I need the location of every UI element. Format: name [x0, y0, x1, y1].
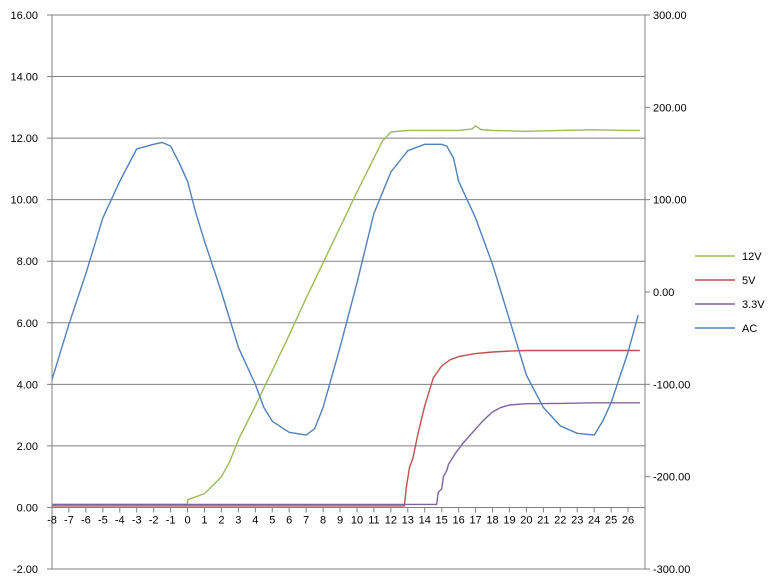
legend: 12V 5V 3.3V AC [695, 251, 765, 335]
y2-tick-label: -200.00 [653, 472, 690, 484]
y-tick-label: 2.00 [17, 441, 38, 453]
x-tick-label: 8 [320, 514, 326, 526]
x-tick-label: -7 [64, 514, 74, 526]
x-tick-label: 4 [252, 514, 258, 526]
y2-tick-label: -300.00 [653, 564, 690, 576]
x-tick-label: 15 [436, 514, 448, 526]
x-tick-label: -3 [132, 514, 142, 526]
x-tick-label: 24 [588, 514, 600, 526]
legend-label: 3.3V [742, 299, 765, 311]
gridlines [52, 14, 645, 508]
x-tick-label: 12 [385, 514, 397, 526]
y-tick-label: 14.00 [10, 72, 38, 84]
axes [47, 14, 650, 570]
x-tick-label: 23 [571, 514, 583, 526]
series-line-5v [52, 349, 640, 507]
y-tick-label: 16.00 [10, 10, 38, 22]
x-tick-label: -4 [115, 514, 125, 526]
x-tick-label: -1 [166, 514, 176, 526]
x-tick-label: 5 [269, 514, 275, 526]
x-tick-label: 14 [419, 514, 431, 526]
x-tick-label: 13 [402, 514, 414, 526]
y2-tick-label: 0.00 [653, 287, 674, 299]
series-line-3-3v [52, 402, 640, 506]
series-line-12v [52, 125, 640, 506]
y-tick-label: 8.00 [17, 256, 38, 268]
x-tick-label: -6 [81, 514, 91, 526]
x-tick-label: 9 [337, 514, 343, 526]
series-line-ac [51, 141, 639, 436]
series-lines [51, 125, 640, 507]
y-tick-label: 10.00 [10, 195, 38, 207]
y2-axis-ticks: -300.00 -200.00 -100.00 0.00 100.00 200.00 300… [653, 10, 690, 576]
y2-tick-label: 300.00 [653, 10, 687, 22]
x-tick-label: -5 [98, 514, 108, 526]
x-tick-label: 21 [537, 514, 549, 526]
x-axis-ticks: -8 -7 -6 -5 -4 -3 -2 -1 0 1 2 3 4 5 6 7 8 9 10 11 12 13 14 15 16… [47, 514, 634, 526]
x-tick-label: 7 [303, 514, 309, 526]
x-tick-label: 2 [218, 514, 224, 526]
x-tick-label: 11 [368, 514, 379, 526]
x-tick-label: 26 [622, 514, 634, 526]
x-tick-label: 1 [201, 514, 207, 526]
x-tick-label: 20 [520, 514, 532, 526]
x-tick-label: 17 [469, 514, 481, 526]
y-tick-label: 12.00 [10, 133, 38, 145]
y-axis-ticks: -2.00 0.00 2.00 4.00 6.00 8.00 10.00 12.00 14.00… [10, 10, 38, 576]
x-tick-label: 18 [486, 514, 498, 526]
legend-label: 5V [742, 275, 756, 287]
y-tick-label: -2.00 [13, 564, 38, 576]
y2-tick-label: -100.00 [653, 379, 690, 391]
legend-label: AC [742, 323, 757, 335]
x-tick-label: 25 [605, 514, 617, 526]
x-tick-label: 0 [184, 514, 190, 526]
legend-label: 12V [742, 251, 762, 263]
x-tick-label: 19 [503, 514, 515, 526]
y2-tick-label: 200.00 [653, 102, 687, 114]
y2-tick-label: 100.00 [653, 195, 687, 207]
x-tick-label: -2 [149, 514, 159, 526]
x-tick-label: 3 [235, 514, 241, 526]
x-tick-label: -8 [47, 514, 57, 526]
x-tick-label: 6 [286, 514, 292, 526]
y-tick-label: 0.00 [17, 502, 38, 514]
y-tick-label: 4.00 [17, 379, 38, 391]
x-tick-label: 22 [554, 514, 566, 526]
x-tick-label: 16 [453, 514, 465, 526]
y-tick-label: 6.00 [17, 318, 38, 330]
x-tick-label: 10 [351, 514, 363, 526]
